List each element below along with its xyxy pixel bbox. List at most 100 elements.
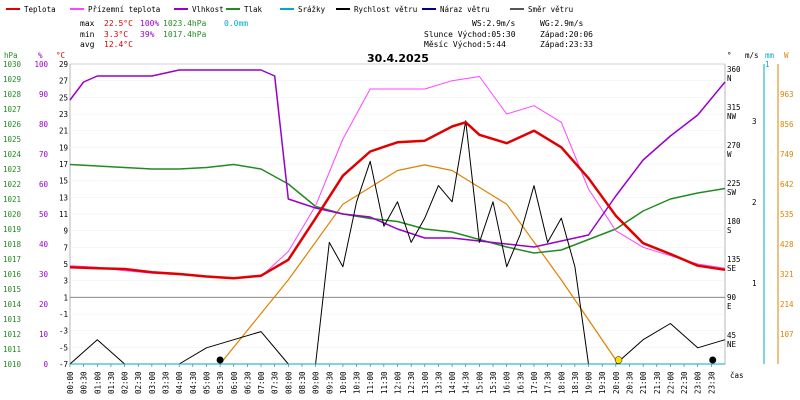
xtick-0: 00:00 bbox=[66, 371, 75, 394]
tick-hpa-7: 1023 bbox=[3, 165, 21, 174]
tick-degc-14: 1 bbox=[63, 293, 68, 302]
xtick-36: 18:00 bbox=[557, 371, 566, 394]
xtick-9: 04:30 bbox=[189, 371, 198, 394]
tick-hpa-2: 1028 bbox=[3, 90, 22, 99]
stat-max-label: max bbox=[80, 19, 95, 28]
xtick-39: 19:30 bbox=[598, 371, 607, 394]
tick-degc-18: -7 bbox=[59, 360, 68, 369]
tick-wm2-8: 107 bbox=[780, 330, 794, 339]
axis-degc-label: °C bbox=[56, 51, 65, 60]
tick-dir-card-2: W bbox=[727, 150, 732, 159]
xtick-35: 17:30 bbox=[544, 371, 553, 394]
xtick-27: 13:30 bbox=[434, 371, 443, 394]
xtick-12: 06:00 bbox=[230, 371, 239, 394]
axis-mm-label: mm bbox=[765, 51, 775, 60]
xtick-18: 09:00 bbox=[312, 371, 321, 394]
xtick-34: 17:00 bbox=[530, 371, 539, 394]
series-teplota bbox=[69, 121, 726, 280]
tick-hpa-5: 1025 bbox=[3, 135, 21, 144]
xtick-7: 03:30 bbox=[162, 371, 171, 394]
legend-label-1: Přízemní teplota bbox=[88, 5, 160, 14]
legend-label-7: Směr větru bbox=[528, 5, 573, 14]
tick-hpa-11: 1019 bbox=[3, 225, 21, 234]
tick-pct-9: 10 bbox=[39, 330, 49, 339]
stat-wg: WG:2.9m/s bbox=[540, 19, 584, 28]
chart-title: 30.4.2025 bbox=[367, 52, 429, 65]
tick-hpa-0: 1030 bbox=[3, 60, 22, 69]
stats-panel: max 22.5°C 100% 1023.4hPa 0.0mm min 3.3°… bbox=[80, 19, 593, 49]
tick-pct-6: 40 bbox=[39, 240, 49, 249]
xtick-14: 07:00 bbox=[257, 371, 266, 394]
stat-min-press: 1017.4hPa bbox=[163, 30, 207, 39]
xtick-41: 20:30 bbox=[625, 371, 634, 394]
axis-hpa-label: hPa bbox=[4, 51, 18, 60]
series-tlak bbox=[69, 163, 726, 254]
tick-hpa-8: 1022 bbox=[3, 180, 21, 189]
xtick-26: 13:00 bbox=[421, 371, 430, 394]
tick-wm2-5: 428 bbox=[780, 240, 794, 249]
xtick-11: 05:30 bbox=[216, 371, 225, 394]
tick-degc-12: 5 bbox=[63, 260, 68, 269]
tick-pct-5: 50 bbox=[39, 210, 49, 219]
tick-pct-7: 30 bbox=[39, 270, 49, 279]
tick-wm2-0: 963 bbox=[780, 90, 794, 99]
xtick-42: 21:00 bbox=[639, 371, 648, 394]
tick-hpa-18: 1012 bbox=[3, 330, 21, 339]
tick-hpa-12: 1018 bbox=[3, 240, 22, 249]
xtick-37: 18:30 bbox=[571, 371, 580, 394]
xtick-33: 16:30 bbox=[516, 371, 525, 394]
tick-dir-deg-3: 225 bbox=[727, 179, 741, 188]
xtick-43: 21:30 bbox=[653, 371, 662, 394]
xtick-44: 22:00 bbox=[666, 371, 675, 394]
stat-moon-set: Západ:23:33 bbox=[540, 40, 593, 49]
tick-pct-0: 100 bbox=[34, 60, 48, 69]
tick-hpa-9: 1021 bbox=[3, 195, 21, 204]
xtick-38: 19:00 bbox=[585, 371, 594, 394]
xtick-2: 01:00 bbox=[93, 371, 102, 394]
xtick-3: 01:30 bbox=[107, 371, 116, 394]
tick-ms-0: 1 bbox=[752, 279, 757, 288]
xtick-13: 06:30 bbox=[243, 371, 252, 394]
legend-label-6: Náraz větru bbox=[440, 5, 490, 14]
tick-dir-card-4: S bbox=[727, 226, 732, 235]
tick-hpa-19: 1011 bbox=[3, 345, 21, 354]
stat-max-press: 1023.4hPa bbox=[163, 19, 207, 28]
legend-label-2: Vlhkost bbox=[192, 5, 224, 14]
tick-hpa-3: 1027 bbox=[3, 105, 21, 114]
tick-dir-deg-0: 360 bbox=[727, 65, 741, 74]
tick-degc-15: -1 bbox=[59, 310, 68, 319]
xtick-29: 14:30 bbox=[462, 371, 471, 394]
tick-dir-card-5: SE bbox=[727, 264, 737, 273]
xtick-46: 23:00 bbox=[694, 371, 703, 394]
stat-min-label: min bbox=[80, 30, 95, 39]
stat-min-temp: 3.3°C bbox=[104, 30, 128, 39]
tick-wm2-6: 321 bbox=[780, 270, 794, 279]
xtick-22: 11:00 bbox=[366, 371, 375, 394]
axis-wm2-label: W bbox=[784, 51, 789, 60]
tick-degc-6: 17 bbox=[59, 160, 68, 169]
tick-hpa-16: 1014 bbox=[3, 300, 22, 309]
xtick-1: 00:30 bbox=[80, 371, 89, 394]
legend-label-4: Srážky bbox=[298, 5, 326, 14]
axis-ms-label: m/s bbox=[745, 51, 759, 60]
tick-hpa-4: 1026 bbox=[3, 120, 22, 129]
tick-hpa-6: 1024 bbox=[3, 150, 22, 159]
tick-degc-16: -3 bbox=[59, 327, 68, 336]
xtick-17: 08:30 bbox=[298, 371, 307, 394]
tick-hpa-13: 1017 bbox=[3, 255, 21, 264]
xtick-24: 12:00 bbox=[394, 371, 403, 394]
tick-dir-card-7: NE bbox=[727, 340, 737, 349]
tick-pct-8: 20 bbox=[39, 300, 49, 309]
tick-ms-2: 3 bbox=[752, 117, 757, 126]
stat-max-rain: 0.0mm bbox=[224, 19, 248, 28]
tick-hpa-20: 1010 bbox=[3, 360, 22, 369]
tick-pct-1: 90 bbox=[39, 90, 49, 99]
xtick-6: 03:00 bbox=[148, 371, 157, 394]
stat-ws: WS:2.9m/s bbox=[472, 19, 516, 28]
tick-degc-1: 27 bbox=[59, 77, 68, 86]
xtick-15: 07:30 bbox=[271, 371, 280, 394]
legend-label-0: Teplota bbox=[24, 5, 56, 14]
tick-wm2-1: 856 bbox=[780, 120, 794, 129]
tick-degc-11: 7 bbox=[63, 243, 68, 252]
